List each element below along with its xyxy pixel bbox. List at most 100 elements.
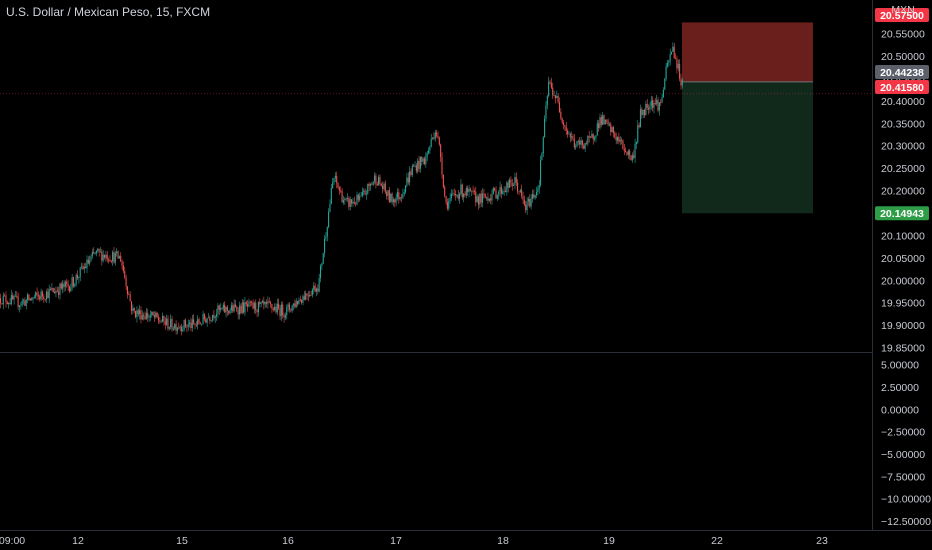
candle-body: [67, 283, 69, 287]
candle-body: [364, 190, 366, 195]
candle-body: [511, 182, 513, 186]
entry-price-tag[interactable]: 20.44238: [875, 65, 929, 79]
candle-body: [58, 291, 60, 295]
candle-body: [380, 183, 382, 186]
candle-body: [247, 304, 249, 307]
candle-body: [279, 308, 281, 317]
candle-body: [480, 193, 482, 203]
candle-body: [589, 137, 592, 139]
candle-body: [581, 140, 583, 145]
indicator-tick-label: −12.50000: [881, 516, 931, 528]
candle-body: [175, 324, 177, 331]
price-tick-label: 20.20000: [881, 186, 925, 198]
candle-body: [129, 294, 131, 302]
candle-body: [191, 319, 193, 329]
candle-body: [508, 179, 511, 188]
candle-body: [70, 287, 72, 292]
candle-body: [195, 324, 197, 326]
candle-body: [579, 140, 581, 145]
candle-body: [365, 193, 367, 195]
candle-body: [52, 288, 54, 292]
candle-body: [90, 256, 92, 261]
candle-body: [148, 316, 150, 318]
candle-body: [677, 63, 679, 69]
candle-body: [159, 320, 161, 322]
candle-body: [544, 118, 546, 138]
candle-body: [560, 111, 562, 118]
candle-body: [356, 194, 358, 205]
last-price-tag[interactable]: 20.41580: [875, 80, 929, 94]
candle-body: [71, 277, 73, 288]
candle-body: [79, 267, 81, 278]
position-zones[interactable]: [0, 22, 872, 214]
candle-body: [467, 188, 469, 193]
candle-body: [216, 313, 218, 317]
time-axis[interactable]: 09:00 12 15 16 17 18 19 22 23: [0, 535, 828, 547]
candle-body: [47, 291, 49, 299]
candle-body: [552, 87, 554, 96]
stop-loss-zone[interactable]: [682, 22, 813, 82]
candle-body: [463, 193, 465, 198]
candle-body: [152, 311, 154, 316]
candle-body: [410, 171, 412, 176]
candle-body: [326, 227, 328, 237]
candle-body: [464, 193, 466, 196]
candle-body: [164, 321, 166, 325]
candle-body: [643, 109, 646, 116]
candle-body: [661, 97, 663, 103]
take-profit-zone[interactable]: [682, 81, 813, 214]
stop-price-tag[interactable]: 20.57500: [875, 8, 929, 22]
time-tick-label: 19: [603, 535, 615, 547]
candle-body: [56, 290, 58, 292]
candle-body: [260, 302, 262, 305]
candle-body: [503, 190, 505, 192]
candle-body: [224, 304, 226, 313]
candle-body: [600, 117, 602, 125]
last-price-tag-label: 20.41580: [880, 82, 924, 94]
candle-body: [261, 301, 263, 303]
candle-body: [522, 195, 524, 200]
candle-body: [93, 252, 95, 254]
candle-body: [619, 139, 621, 142]
candle-body: [20, 305, 22, 306]
candle-body: [33, 296, 35, 298]
price-axis[interactable]: 20.6000020.5500020.5000020.4500020.40000…: [881, 6, 925, 354]
candle-body: [101, 251, 103, 261]
indicator-tick-label: −5.00000: [881, 449, 925, 461]
candle-body: [576, 140, 578, 147]
target-price-tag[interactable]: 20.14943: [875, 206, 929, 221]
candle-body: [438, 137, 440, 145]
candle-body: [425, 156, 427, 165]
candle-body: [368, 183, 370, 186]
candle-body: [294, 303, 296, 308]
candle-body: [179, 326, 181, 329]
candle-body: [359, 196, 361, 200]
candle-body: [554, 95, 556, 99]
candle-body: [59, 283, 61, 295]
candle-body: [557, 95, 559, 103]
candle-body: [305, 293, 307, 300]
candle-body: [36, 292, 38, 296]
candle-body: [22, 300, 25, 302]
candle-body: [660, 102, 662, 104]
candle-body: [409, 171, 411, 183]
candle-body: [213, 314, 215, 318]
price-tick-label: 19.85000: [881, 343, 925, 355]
candle-body: [486, 197, 488, 199]
candle-body: [234, 304, 236, 307]
indicator-tick-label: −2.50000: [881, 427, 925, 439]
indicator-axis[interactable]: 5.00000 2.50000 0.00000 −2.50000 −5.00000 −7.…: [881, 360, 931, 528]
candle-body: [317, 288, 319, 292]
candle-body: [646, 103, 648, 108]
price-tags: 20.57500 20.44238 20.41580 20.14943: [875, 8, 929, 221]
candle-body: [178, 327, 180, 329]
indicator-tick-label: 5.00000: [881, 360, 919, 372]
candle-body: [540, 160, 542, 185]
candle-body: [653, 103, 655, 108]
candle-body: [567, 130, 569, 135]
candle-body: [411, 165, 413, 176]
candle-body: [533, 194, 535, 198]
candle-body: [170, 318, 172, 328]
candle-body: [226, 307, 228, 311]
